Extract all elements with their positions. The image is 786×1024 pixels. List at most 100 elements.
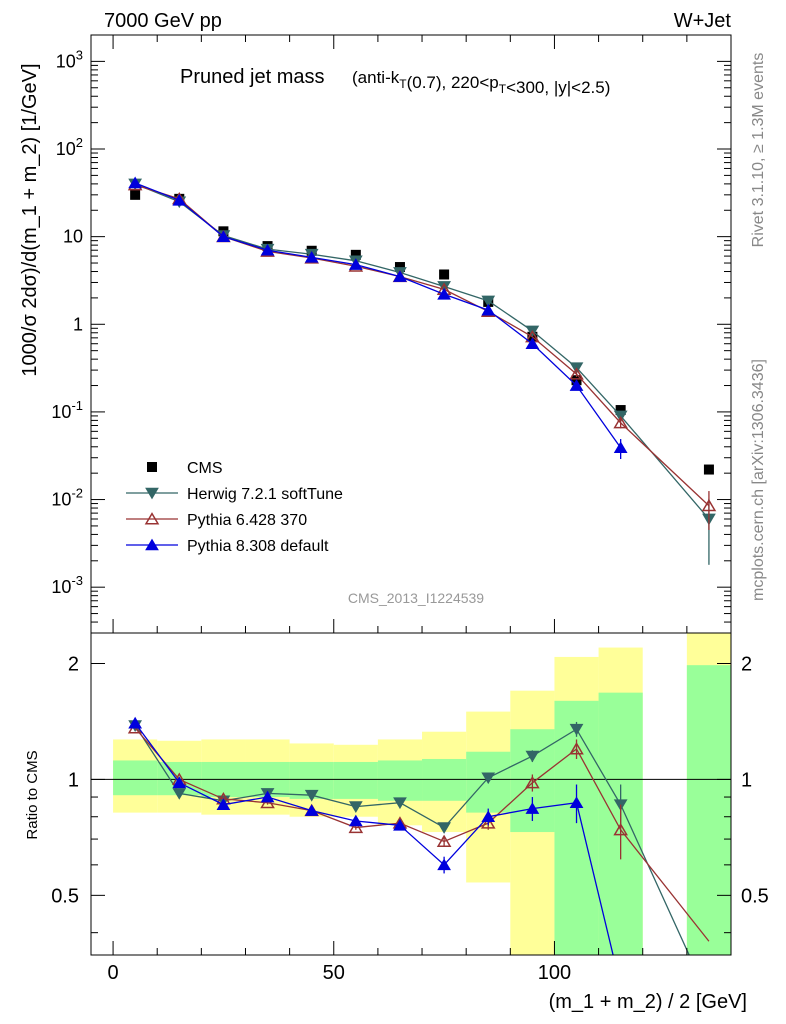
ratio-y-tick-label-left: 2 <box>68 653 79 675</box>
legend-label: CMS <box>187 460 223 477</box>
data-point <box>437 281 451 293</box>
legend-marker <box>144 512 160 525</box>
data-point <box>260 795 275 809</box>
mcplots-label: mcplots.cern.ch [arXiv:1306.3436] <box>750 359 767 601</box>
analysis-watermark: CMS_2013_I1224539 <box>348 590 484 606</box>
header-process: W+Jet <box>674 10 732 32</box>
legend-entry-1: Herwig 7.2.1 softTune <box>126 486 343 503</box>
data-point <box>260 790 275 803</box>
data-point <box>525 337 540 350</box>
uncertainty-band-inner <box>686 665 731 955</box>
data-point <box>304 804 319 816</box>
data-point <box>216 230 231 242</box>
data-point <box>481 810 496 823</box>
data-point <box>569 379 584 391</box>
y-tick-label: 10-1 <box>51 398 83 422</box>
ratio-series-2 <box>128 716 614 955</box>
data-point <box>393 270 407 282</box>
uncertainty-band-inner <box>113 760 158 796</box>
data-point <box>172 788 187 800</box>
ratio-y-tick-label-right: 0.5 <box>741 885 769 907</box>
data-point <box>437 822 451 834</box>
data-point <box>348 258 363 270</box>
ratio-contents <box>91 633 731 955</box>
legend-marker <box>145 538 159 551</box>
data-point <box>130 189 141 200</box>
x-tick-label: 100 <box>538 962 571 984</box>
main-series-1 <box>128 178 716 565</box>
legend-entry-0: CMS <box>147 460 223 477</box>
data-point <box>260 243 275 256</box>
data-point <box>569 742 584 755</box>
data-point <box>304 250 319 263</box>
data-point <box>437 858 451 871</box>
data-point <box>348 820 364 834</box>
data-point <box>304 789 319 802</box>
y-tick-label: 1 <box>73 314 83 334</box>
data-point <box>172 193 187 206</box>
data-point <box>480 816 496 829</box>
title-subtitle: (anti-kT(0.7), 220<pT<300, |y|<2.5) <box>352 68 610 97</box>
uncertainty-band-inner <box>333 761 378 799</box>
data-point <box>525 802 540 814</box>
data-point <box>128 716 143 729</box>
legend-entry-3: Pythia 8.308 default <box>126 538 329 555</box>
x-tick-label: 0 <box>108 962 119 984</box>
data-point <box>216 798 231 810</box>
ratio-y-tick-label-right: 1 <box>741 769 752 791</box>
data-point <box>436 834 452 848</box>
data-point <box>393 797 407 810</box>
title-main: Pruned jet mass <box>180 66 325 88</box>
uncertainty-band-inner <box>377 760 423 801</box>
ratio-y-tick-label-left: 1 <box>68 769 79 791</box>
data-point <box>703 464 714 475</box>
data-point <box>393 818 407 831</box>
y-tick-label: 10-2 <box>51 486 83 510</box>
ratio-y-axis-label: Ratio to CMS <box>24 750 41 839</box>
data-point <box>481 772 496 785</box>
data-point <box>613 441 628 454</box>
data-point <box>613 822 628 836</box>
main-panel: 10-3 10-2 10-1 1 10 102 103 <box>51 34 732 634</box>
data-point <box>348 814 363 827</box>
data-point <box>481 303 496 316</box>
data-point <box>481 295 496 308</box>
rivet-version-label: Rivet 3.1.10, ≥ 1.3M events <box>750 53 767 248</box>
y-tick-label: 103 <box>56 47 83 71</box>
series-line <box>134 182 622 449</box>
ratio-frame <box>90 632 732 956</box>
x-tick-label: 50 <box>323 962 345 984</box>
main-y-axis-label: 1000/σ 2dσ)/d(m_1 + m_2) [1/GeV] <box>19 63 41 376</box>
series-line <box>134 722 614 955</box>
data-point <box>615 405 626 416</box>
ratio-y-tick-label-right: 2 <box>741 653 752 675</box>
x-axis-label: (m_1 + m_2) / 2 [GeV] <box>549 991 747 1013</box>
data-point <box>613 415 628 429</box>
data-point <box>172 776 187 789</box>
data-point <box>569 367 584 380</box>
y-tick-label: 10-3 <box>51 573 83 597</box>
data-point <box>525 750 540 763</box>
main-series-3 <box>128 176 628 460</box>
ratio-y-tick-label-left: 0.5 <box>51 885 79 907</box>
legend-label: Pythia 8.308 default <box>187 538 329 555</box>
ratio-panel: 0.5 0.5 1 1 2 2 0 50 100 <box>51 632 769 984</box>
data-point <box>701 498 717 512</box>
y-tick-label: 10 <box>63 227 83 247</box>
data-point <box>439 269 450 280</box>
y-tick-label: 102 <box>56 135 83 159</box>
data-point <box>525 775 540 789</box>
data-point <box>569 796 584 809</box>
data-point <box>437 287 451 300</box>
plot-title: Pruned jet mass (anti-kT(0.7), 220<pT<300… <box>180 66 610 97</box>
legend-marker <box>145 487 159 500</box>
data-point <box>128 176 143 189</box>
header-energy: 7000 GeV pp <box>104 10 222 32</box>
legend-entry-2: Pythia 6.428 370 <box>126 512 307 529</box>
legend-label: Pythia 6.428 370 <box>187 512 307 529</box>
legend: CMS Herwig 7.2.1 softTune Pythia 6.428 370… <box>126 460 343 555</box>
data-point <box>348 801 363 813</box>
legend-label: Herwig 7.2.1 softTune <box>187 486 343 503</box>
data-point <box>350 249 361 260</box>
